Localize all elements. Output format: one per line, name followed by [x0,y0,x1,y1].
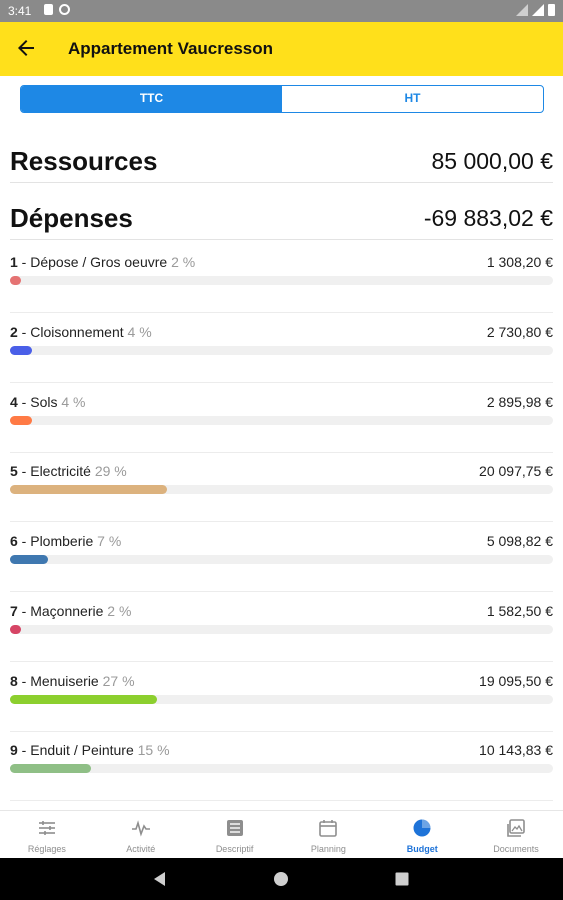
signal-icon [532,4,544,16]
category-amount: 1 308,20 € [486,254,553,270]
nav-descriptif[interactable]: Descriptif [188,811,282,859]
category-number: 8 [10,673,18,689]
category-number: 9 [10,742,18,758]
category-row[interactable]: 1 - Dépose / Gros oeuvre 2 % 1 308,20 € [10,243,553,313]
category-row[interactable]: 4 - Sols 4 % 2 895,98 € [10,383,553,453]
recents-square-icon[interactable] [394,871,410,887]
category-progress-fill [10,416,32,425]
nav-reglages[interactable]: Réglages [0,811,94,859]
back-triangle-icon[interactable] [152,871,168,887]
category-row[interactable]: 2 - Cloisonnement 4 % 2 730,80 € [10,313,553,383]
nav-documents[interactable]: Documents [469,811,563,859]
category-percent: 4 % [61,394,86,410]
nav-label: Descriptif [215,844,254,854]
category-amount: 19 095,50 € [479,673,553,689]
category-row[interactable]: 9 - Enduit / Peinture 15 % 10 143,83 € [10,731,553,801]
category-percent: 27 % [102,673,135,689]
category-progress-track [10,346,553,355]
category-progress-track [10,695,553,704]
category-amount: 5 098,82 € [486,533,553,549]
resources-label: Ressources [10,146,158,176]
category-row[interactable]: 5 - Electricité 29 % 20 097,75 € [10,452,553,522]
category-name: - Plomberie [17,533,98,549]
category-row[interactable]: 6 - Plomberie 7 % 5 098,82 € [10,522,553,592]
category-name: - Cloisonnement [17,324,128,340]
sliders-icon [38,821,55,835]
category-name: - Sols [17,394,62,410]
category-percent: 29 % [94,463,127,479]
resources-row: Ressources 85 000,00 € [10,142,553,183]
page-title: Appartement Vaucresson [68,39,274,58]
resources-value: 85 000,00 € [431,148,553,174]
nav-label: Budget [406,844,438,854]
category-progress-fill [10,625,21,634]
calendar-icon [319,820,338,837]
nav-label: Planning [310,844,346,854]
category-amount: 10 143,83 € [479,742,553,758]
category-percent: 2 % [171,254,196,270]
pie-chart-icon [413,819,431,837]
nav-label: Réglages [27,844,66,854]
category-amount: 20 097,75 € [479,463,553,479]
nav-label: Documents [493,844,539,854]
category-progress-track [10,555,553,564]
category-name: - Maçonnerie [17,603,108,619]
category-name: - Menuiserie [17,673,103,689]
category-number: 1 [10,254,18,270]
sd-card-icon [44,4,53,15]
category-amount: 2 895,98 € [486,394,553,410]
category-amount: 1 582,50 € [486,603,553,619]
category-name: - Electricité [17,463,95,479]
toggle-ht[interactable]: HT [404,91,421,105]
category-percent: 2 % [107,603,132,619]
category-row[interactable]: 8 - Menuiserie 27 % 19 095,50 € [10,662,553,732]
category-progress-track [10,416,553,425]
nav-planning[interactable]: Planning [281,811,375,859]
category-name: - Dépose / Gros oeuvre [17,254,172,270]
expenses-value: -69 883,02 € [423,205,553,231]
category-progress-track [10,485,553,494]
nav-budget[interactable]: Budget [375,811,469,859]
app-bar: Appartement Vaucresson [0,22,563,76]
activity-icon [131,820,150,837]
status-bar: 3:41 [0,0,563,22]
category-progress-fill [10,485,168,494]
category-row[interactable]: 7 - Maçonnerie 2 % 1 582,50 € [10,592,553,662]
category-number: 5 [10,463,18,479]
category-number: 6 [10,533,18,549]
images-icon [507,819,525,837]
category-percent: 15 % [137,742,170,758]
nav-activite[interactable]: Activité [94,811,188,859]
category-number: 2 [10,324,18,340]
category-number: 4 [10,394,18,410]
nav-label: Activité [126,844,156,854]
category-progress-fill [10,695,157,704]
bottom-nav: Réglages Activité Descriptif Planning Bu… [0,810,563,859]
battery-icon [548,4,555,16]
expenses-row: Dépenses -69 883,02 € [10,199,553,240]
sync-icon [59,4,70,15]
category-progress-fill [10,555,48,564]
category-percent: 4 % [127,324,152,340]
category-progress-fill [10,276,21,285]
toggle-ttc[interactable]: TTC [21,86,282,112]
category-progress-fill [10,764,92,773]
category-progress-fill [10,346,32,355]
list-icon [226,820,243,836]
back-arrow-icon[interactable] [14,36,38,60]
home-circle-icon[interactable] [273,871,289,887]
category-progress-track [10,764,553,773]
tax-toggle: TTC HT [20,85,544,113]
expenses-label: Dépenses [10,203,133,233]
category-amount: 2 730,80 € [486,324,553,340]
system-nav-bar [0,858,563,900]
category-name: - Enduit / Peinture [17,742,138,758]
category-progress-track [10,625,553,634]
wifi-icon [516,4,528,16]
category-number: 7 [10,603,18,619]
category-progress-track [10,276,553,285]
status-time: 3:41 [8,4,32,18]
category-percent: 7 % [97,533,122,549]
